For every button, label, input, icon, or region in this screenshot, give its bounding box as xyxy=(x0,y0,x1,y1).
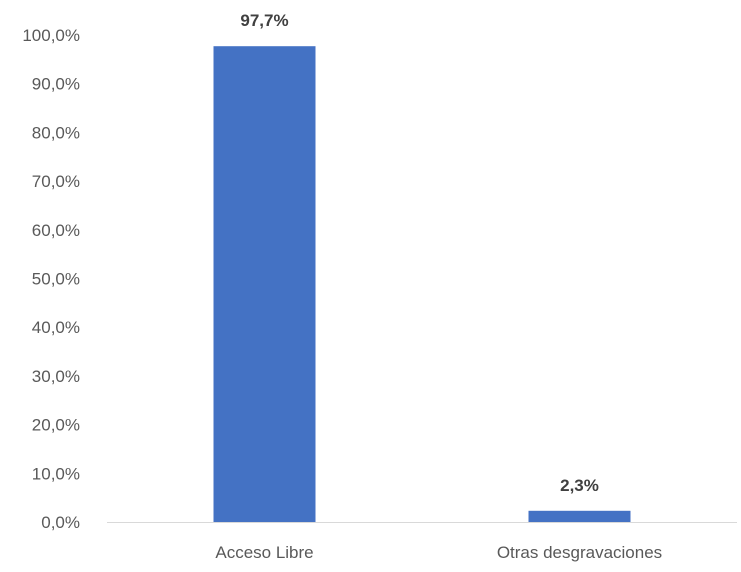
y-tick-label: 70,0% xyxy=(32,172,80,191)
y-tick-label: 50,0% xyxy=(32,270,80,289)
data-label: 97,7% xyxy=(240,11,288,30)
x-axis-ticks: Acceso Libre Otras desgravaciones xyxy=(215,543,662,562)
y-tick-label: 90,0% xyxy=(32,75,80,94)
y-tick-label: 10,0% xyxy=(32,464,80,483)
bar xyxy=(213,46,316,523)
x-tick-label: Otras desgravaciones xyxy=(497,543,662,562)
y-tick-label: 100,0% xyxy=(22,26,80,45)
y-tick-label: 60,0% xyxy=(32,221,80,240)
bars-group xyxy=(213,46,631,523)
y-tick-label: 0,0% xyxy=(41,513,80,532)
y-tick-label: 40,0% xyxy=(32,318,80,337)
bar xyxy=(528,510,631,522)
y-tick-label: 80,0% xyxy=(32,123,80,142)
data-label: 2,3% xyxy=(560,476,599,495)
y-tick-label: 20,0% xyxy=(32,416,80,435)
x-tick-label: Acceso Libre xyxy=(215,543,313,562)
y-axis-ticks: 0,0% 10,0% 20,0% 30,0% 40,0% 50,0% 60,0% 70,0% 8… xyxy=(22,26,80,532)
y-tick-label: 30,0% xyxy=(32,367,80,386)
data-labels-group: 97,7% 2,3% xyxy=(240,11,598,495)
